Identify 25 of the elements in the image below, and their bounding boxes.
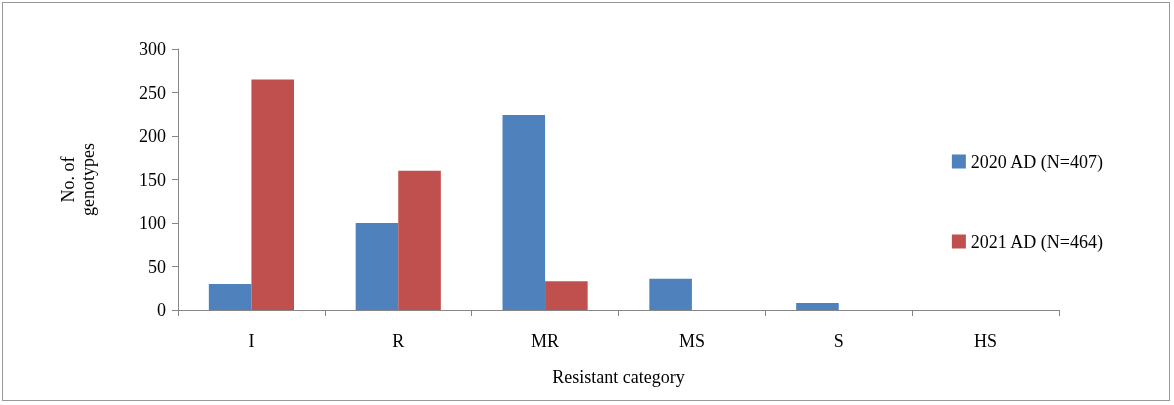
x-tick-label: R <box>392 331 405 351</box>
y-tick-label: 0 <box>157 300 166 320</box>
y-tick-label: 50 <box>148 256 166 277</box>
legend-label: 2020 AD (N=407) <box>970 151 1104 173</box>
bar <box>649 278 692 310</box>
x-tick-label: I <box>248 331 255 351</box>
x-tick-label: MS <box>678 331 705 351</box>
bar <box>545 281 588 310</box>
bar <box>398 170 441 310</box>
y-tick-label: 250 <box>139 82 166 103</box>
bar <box>208 283 252 310</box>
y-tick-label: 150 <box>139 169 166 190</box>
bar <box>796 303 839 310</box>
x-tick-label: MR <box>531 331 560 351</box>
y-tick-label: 200 <box>139 126 166 146</box>
legend-label: 2021 AD (N=464) <box>970 231 1104 253</box>
y-tick-label: 100 <box>139 213 166 233</box>
bar <box>251 79 294 310</box>
y-tick-label: 300 <box>139 39 166 59</box>
bar <box>355 223 399 310</box>
x-tick-label: HS <box>974 331 998 351</box>
x-axis-title: Resistant category <box>552 367 685 387</box>
x-tick-label: S <box>833 331 844 351</box>
y-axis-title: No. of genotypes <box>58 143 98 216</box>
bar <box>502 115 546 310</box>
